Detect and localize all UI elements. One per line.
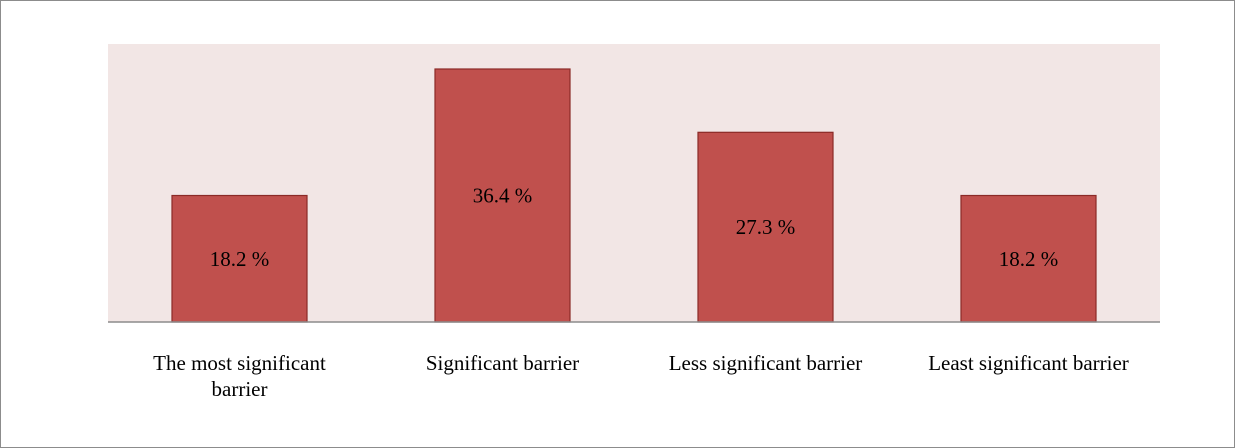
bar-value-label: 27.3 % [736,215,796,239]
bar-value-label: 18.2 % [210,247,270,271]
bar [434,68,571,323]
category-label-line: Less significant barrier [669,351,863,375]
x-axis-category-label: Least significant barrier [928,351,1129,375]
bar-value-label: 36.4 % [473,184,533,208]
x-axis-category-label: The most significant barrier [153,351,326,401]
category-label-line: barrier [212,377,268,401]
bars-group [171,68,1097,323]
x-axis-category-label: Significant barrier [426,351,579,375]
category-labels-group: The most significant barrier Significant b… [153,351,1129,401]
category-label-line: Significant barrier [426,351,579,375]
bar-value-label: 18.2 % [999,247,1059,271]
bar [171,194,308,323]
bar [697,131,834,323]
data-labels-group: 18.2 % 36.4 % 27.3 % 18.2 % [210,184,1059,271]
x-axis-category-label: Less significant barrier [669,351,863,375]
category-label-line: Least significant barrier [928,351,1129,375]
category-label-line: The most significant [153,351,326,375]
